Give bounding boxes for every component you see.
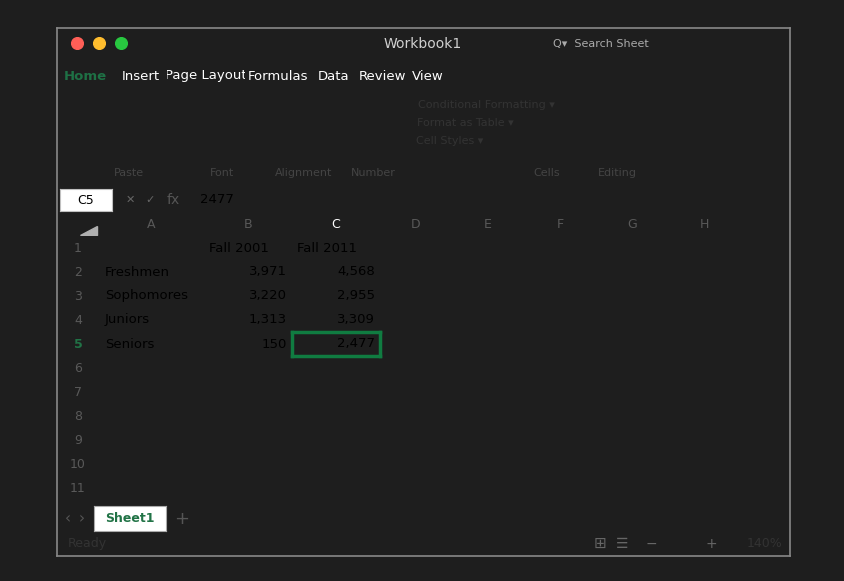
Text: E: E — [484, 218, 492, 231]
Text: 10: 10 — [70, 457, 86, 471]
Text: 2: 2 — [74, 266, 82, 278]
Text: +: + — [706, 536, 717, 551]
Text: H: H — [700, 218, 709, 231]
Text: Fall 2011: Fall 2011 — [297, 242, 357, 254]
Text: Ready: Ready — [68, 537, 107, 550]
Text: 2,477: 2,477 — [337, 338, 375, 350]
Circle shape — [72, 38, 84, 49]
Polygon shape — [80, 226, 97, 235]
Text: Data: Data — [317, 70, 349, 83]
Text: Format as Table ▾: Format as Table ▾ — [417, 117, 514, 127]
Text: ⊞: ⊞ — [593, 536, 606, 551]
Text: ✕: ✕ — [125, 195, 135, 205]
Text: Insert: Insert — [122, 70, 160, 83]
Text: Seniors: Seniors — [105, 338, 154, 350]
Text: F: F — [556, 218, 564, 231]
Text: Home: Home — [64, 70, 107, 83]
Text: 11: 11 — [70, 482, 86, 494]
Text: Workbook1: Workbook1 — [384, 38, 463, 52]
Text: View: View — [412, 70, 444, 83]
Text: Formulas: Formulas — [248, 70, 308, 83]
Text: Page Layout: Page Layout — [165, 70, 246, 83]
Text: D: D — [411, 218, 421, 231]
Text: Fall 2001: Fall 2001 — [209, 242, 269, 254]
Text: 9: 9 — [74, 433, 82, 447]
Text: Conditional Formatting ▾: Conditional Formatting ▾ — [419, 99, 555, 109]
Text: 4: 4 — [74, 314, 82, 327]
Text: Cell Styles ▾: Cell Styles ▾ — [416, 135, 484, 145]
Text: Review: Review — [358, 70, 406, 83]
Text: 3,971: 3,971 — [249, 266, 287, 278]
Text: Q▾  Search Sheet: Q▾ Search Sheet — [553, 40, 648, 49]
Text: 3,220: 3,220 — [249, 289, 287, 303]
Text: +: + — [175, 510, 190, 528]
Text: ☰: ☰ — [616, 536, 628, 551]
Text: Sophomores: Sophomores — [105, 289, 188, 303]
Text: Juniors: Juniors — [105, 314, 150, 327]
Text: B: B — [244, 218, 252, 231]
Text: 5: 5 — [73, 338, 83, 350]
Text: 8: 8 — [74, 410, 82, 422]
Text: Font: Font — [210, 168, 234, 178]
Text: Sheet1: Sheet1 — [106, 512, 154, 525]
Text: 1: 1 — [74, 242, 82, 254]
Text: 4,568: 4,568 — [337, 266, 375, 278]
Text: 1,313: 1,313 — [248, 314, 287, 327]
Text: Paste: Paste — [114, 168, 144, 178]
Text: C5: C5 — [78, 193, 95, 206]
Text: Number: Number — [350, 168, 396, 178]
Text: −: − — [645, 536, 657, 551]
Text: fx: fx — [167, 193, 180, 207]
Text: 3: 3 — [74, 289, 82, 303]
Text: 2,955: 2,955 — [337, 289, 375, 303]
Text: 6: 6 — [74, 361, 82, 375]
Text: Cells: Cells — [533, 168, 560, 178]
Circle shape — [94, 38, 106, 49]
Text: 140%: 140% — [747, 537, 782, 550]
Text: G: G — [627, 218, 637, 231]
Text: 2477: 2477 — [200, 193, 234, 206]
Text: 3,309: 3,309 — [337, 314, 375, 327]
Text: ✓: ✓ — [145, 195, 154, 205]
Circle shape — [116, 38, 127, 49]
Text: Editing: Editing — [598, 168, 636, 178]
Text: ›: › — [79, 511, 85, 526]
Text: C: C — [332, 218, 340, 231]
Text: Freshmen: Freshmen — [105, 266, 170, 278]
Text: Alignment: Alignment — [275, 168, 333, 178]
Text: 7: 7 — [74, 386, 82, 399]
Text: ‹: ‹ — [65, 511, 71, 526]
Text: A: A — [147, 218, 156, 231]
Text: 150: 150 — [262, 338, 287, 350]
